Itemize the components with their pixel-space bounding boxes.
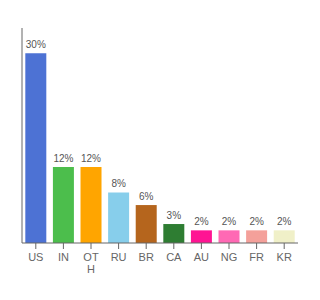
svg-text:RU: RU (111, 251, 127, 263)
svg-text:NG: NG (221, 251, 238, 263)
svg-text:8%: 8% (111, 178, 126, 189)
svg-text:BR: BR (139, 251, 154, 263)
svg-text:IN: IN (58, 251, 69, 263)
svg-text:12%: 12% (53, 153, 73, 164)
svg-text:OTH: OTH (83, 251, 99, 275)
svg-text:2%: 2% (249, 216, 264, 227)
svg-text:30%: 30% (26, 39, 46, 50)
svg-text:12%: 12% (81, 153, 101, 164)
svg-text:US: US (28, 251, 43, 263)
svg-text:FR: FR (249, 251, 264, 263)
svg-text:CA: CA (166, 251, 182, 263)
svg-text:6%: 6% (139, 191, 154, 202)
svg-text:3%: 3% (167, 210, 182, 221)
svg-text:2%: 2% (222, 216, 237, 227)
svg-text:KR: KR (277, 251, 292, 263)
svg-text:AU: AU (194, 251, 209, 263)
svg-text:2%: 2% (194, 216, 209, 227)
svg-text:2%: 2% (277, 216, 292, 227)
